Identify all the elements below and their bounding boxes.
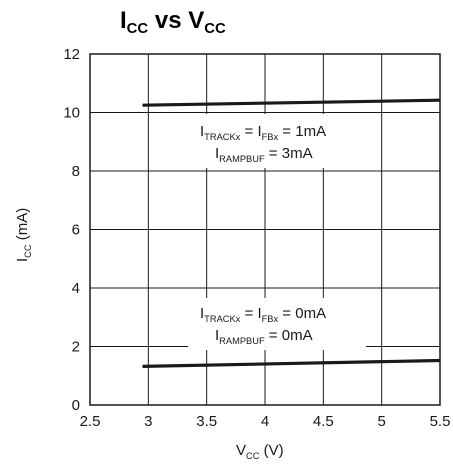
title-i-sub: CC: [127, 21, 149, 37]
x-tick-label: 5.5: [430, 413, 451, 430]
grid: [90, 54, 440, 405]
x-tick-label: 4: [261, 413, 269, 430]
annotation-bg-upper: [188, 114, 366, 168]
title-i: I: [120, 7, 127, 34]
y-tick-label: 6: [72, 222, 80, 239]
x-axis-title: VCC (V): [236, 442, 284, 461]
x-tick-label: 3: [144, 413, 152, 430]
annotation-lower-line2: IRAMPBUF = 0mA: [215, 327, 313, 346]
annotation-upper-line1: ITRACKx = IFBx = 1mA: [200, 123, 326, 142]
title-vs: vs V: [148, 7, 204, 34]
x-tick-label: 2.5: [80, 413, 101, 430]
y-tick-labels: 0 2 4 6 8 10 12: [63, 46, 80, 414]
x-tick-label: 4.5: [313, 413, 334, 430]
y-tick-label: 4: [72, 280, 80, 297]
y-tick-label: 12: [63, 46, 80, 63]
x-tick-label: 5: [377, 413, 385, 430]
annotation-lower-line1: ITRACKx = IFBx = 0mA: [200, 305, 326, 324]
annotation-bg-lower: [188, 298, 366, 350]
y-tick-label: 10: [63, 105, 80, 122]
series-group: [142, 98, 441, 368]
title-v-sub: CC: [204, 21, 226, 37]
series-line-1: [142, 358, 441, 368]
y-tick-label: 2: [72, 339, 80, 356]
y-axis-title: ICC (mA): [14, 208, 33, 262]
plot-frame: [89, 53, 441, 406]
y-tick-label: 0: [72, 397, 80, 414]
y-tick-label: 8: [72, 163, 80, 180]
chart-title: ICC vs VCC: [120, 7, 226, 37]
annotation-upper-line2: IRAMPBUF = 3mA: [215, 145, 313, 164]
x-tick-labels: 2.5 3 3.5 4 4.5 5 5.5: [80, 413, 451, 430]
series-line-0: [142, 98, 441, 107]
x-tick-label: 3.5: [196, 413, 217, 430]
